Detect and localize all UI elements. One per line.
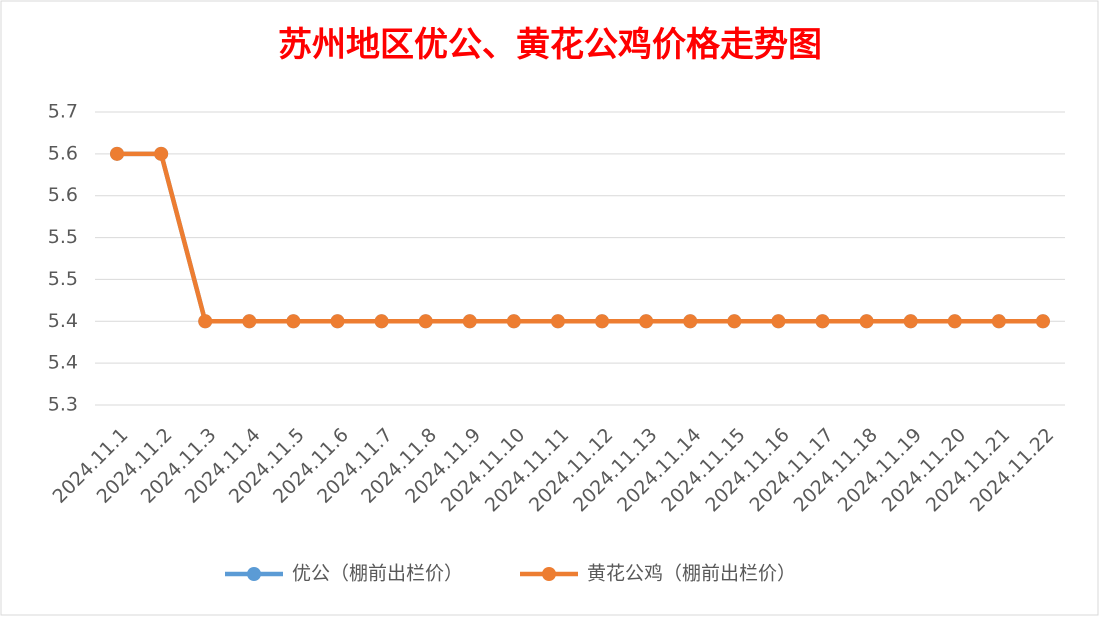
y-tick-label: 5.6 xyxy=(48,142,78,164)
series-marker xyxy=(506,314,521,329)
series-marker xyxy=(462,314,477,329)
y-tick-label: 5.6 xyxy=(48,184,78,206)
chart-title: 苏州地区优公、黄花公鸡价格走势图 xyxy=(278,25,822,65)
series-marker xyxy=(550,314,565,329)
series-line xyxy=(117,151,1043,324)
series-marker xyxy=(683,314,698,329)
y-tick-label: 5.3 xyxy=(48,394,78,416)
y-tick-label: 5.5 xyxy=(48,226,78,248)
legend-label: 黄花公鸡（棚前出栏价） xyxy=(587,563,796,585)
series-marker xyxy=(727,314,742,329)
series-marker xyxy=(1035,314,1050,329)
series-marker xyxy=(595,314,610,329)
legend-marker xyxy=(247,567,261,581)
y-tick-label: 5.4 xyxy=(48,352,78,374)
series-marker xyxy=(903,314,918,329)
series-marker xyxy=(815,314,830,329)
y-tick-label: 5.5 xyxy=(48,268,78,290)
y-tick-label: 5.4 xyxy=(48,310,78,332)
series-marker xyxy=(859,314,874,329)
series-marker xyxy=(110,146,125,161)
legend-label: 优公（棚前出栏价） xyxy=(292,563,463,585)
legend-marker xyxy=(542,567,556,581)
y-tick-label: 5.7 xyxy=(48,101,78,123)
series-marker xyxy=(991,314,1006,329)
series-marker xyxy=(639,314,654,329)
series-marker xyxy=(330,314,345,329)
series-marker xyxy=(374,314,389,329)
series-marker xyxy=(242,314,257,329)
series-marker xyxy=(418,314,433,329)
series-marker xyxy=(771,314,786,329)
series-marker xyxy=(286,314,301,329)
series-marker xyxy=(198,314,213,329)
series-marker xyxy=(154,146,169,161)
series-marker xyxy=(947,314,962,329)
